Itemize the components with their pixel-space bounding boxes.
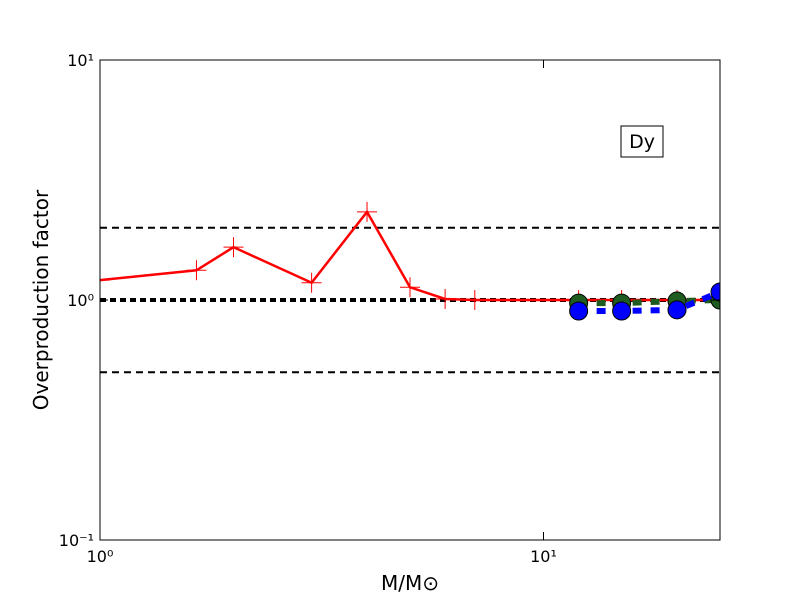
marker [667,300,687,320]
y-tick-label: 10¹ [67,51,94,70]
y-tick-label: 10⁰ [67,291,94,310]
marker [710,282,720,302]
marker [569,301,589,321]
marker [464,290,485,310]
plot-area [100,201,720,374]
marker [186,260,207,281]
marker [100,270,110,291]
marker [400,277,420,298]
x-axis-label: M/M⊙ [381,571,439,595]
marker [612,301,632,321]
marker [357,201,378,222]
y-tick-label: 10⁻¹ [59,531,94,550]
marker [223,237,244,258]
x-tick-label: 10¹ [530,547,557,566]
y-axis-label: Overproduction factor [29,189,53,410]
marker [435,288,456,309]
x-tick-label: 10⁰ [87,547,114,566]
marker [301,272,322,293]
series-line [578,297,720,307]
series-line [578,289,720,314]
annotation: Dy [629,131,655,153]
annotation-box [620,125,664,158]
